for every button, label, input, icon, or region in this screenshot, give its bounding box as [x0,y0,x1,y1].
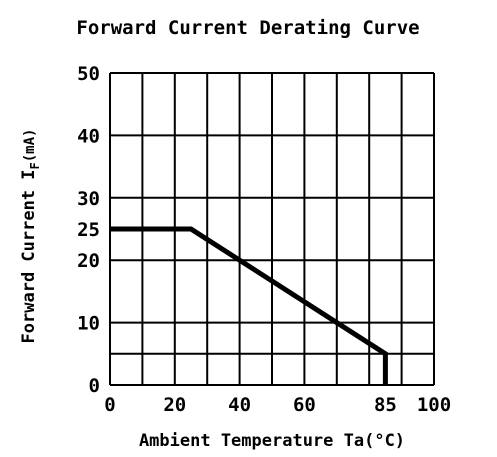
x-tick-label: 20 [163,394,186,416]
y-axis-label: Forward Current IF(mA) [19,129,42,344]
y-tick-label: 20 [77,250,100,272]
y-tick-label: 10 [77,313,100,335]
y-tick-label: 0 [89,375,100,397]
x-tick-labels: 0 20 40 60 85 100 [104,394,451,416]
x-tick-label: 40 [228,394,251,416]
x-tick-label: 100 [417,394,451,416]
grid [109,72,435,386]
derating-line [110,226,388,385]
y-tick-labels: 0 10 20 25 30 40 50 [77,63,100,397]
y-tick-label: 30 [77,188,100,210]
y-tick-label: 50 [77,63,100,85]
x-axis-label: Ambient Temperature Ta(°C) [139,431,405,451]
y-tick-label: 40 [77,125,100,147]
y-axis-label-unit: (mA) [22,129,38,163]
y-axis-label-subscript: F [28,162,42,169]
chart-title: Forward Current Derating Curve [76,17,419,39]
y-axis-label-main: Forward Current I [19,169,39,343]
x-tick-label: 0 [104,394,115,416]
x-tick-label: 60 [293,394,316,416]
y-tick-label: 25 [77,219,100,241]
x-tick-label: 85 [374,394,397,416]
series-group [110,226,388,385]
